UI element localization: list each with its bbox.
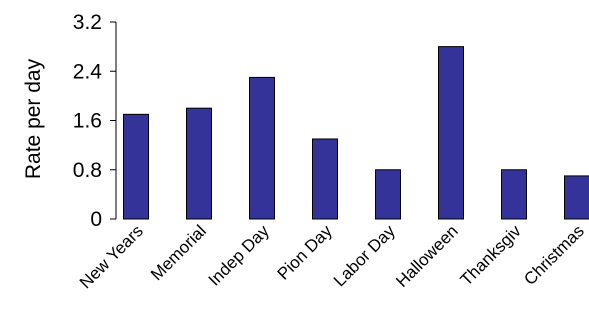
x-tick-label: Labor Day (330, 221, 399, 290)
x-tick-label: Thanksgiv (457, 221, 526, 290)
x-tick-label: Indep Day (205, 221, 274, 290)
y-tick-label: 0.8 (73, 159, 102, 182)
y-axis-title-group: Rate per day (22, 58, 45, 179)
x-tick-label: Pion Day (274, 221, 337, 284)
bar (375, 169, 401, 220)
y-tick-label: 3.2 (73, 11, 102, 34)
y-axis-ticks: 0 0.8 1.6 2.4 3.2 (73, 11, 116, 231)
bar (249, 76, 275, 220)
y-tick-label: 1.6 (73, 110, 102, 133)
x-tick-label: Halloween (392, 221, 462, 291)
bar (186, 107, 212, 220)
bar (312, 138, 338, 220)
y-tick-label: 0 (90, 208, 102, 231)
bar (438, 46, 464, 220)
y-tick-label: 2.4 (73, 60, 103, 83)
bar (123, 113, 149, 220)
x-tick-label: Christmas (520, 221, 588, 289)
x-tick-label: New Years (76, 221, 147, 292)
x-tick-label: Memorial (147, 221, 210, 284)
y-axis-title: Rate per day (22, 58, 45, 179)
bar (501, 169, 527, 220)
bar (564, 175, 589, 220)
bars (123, 46, 589, 220)
